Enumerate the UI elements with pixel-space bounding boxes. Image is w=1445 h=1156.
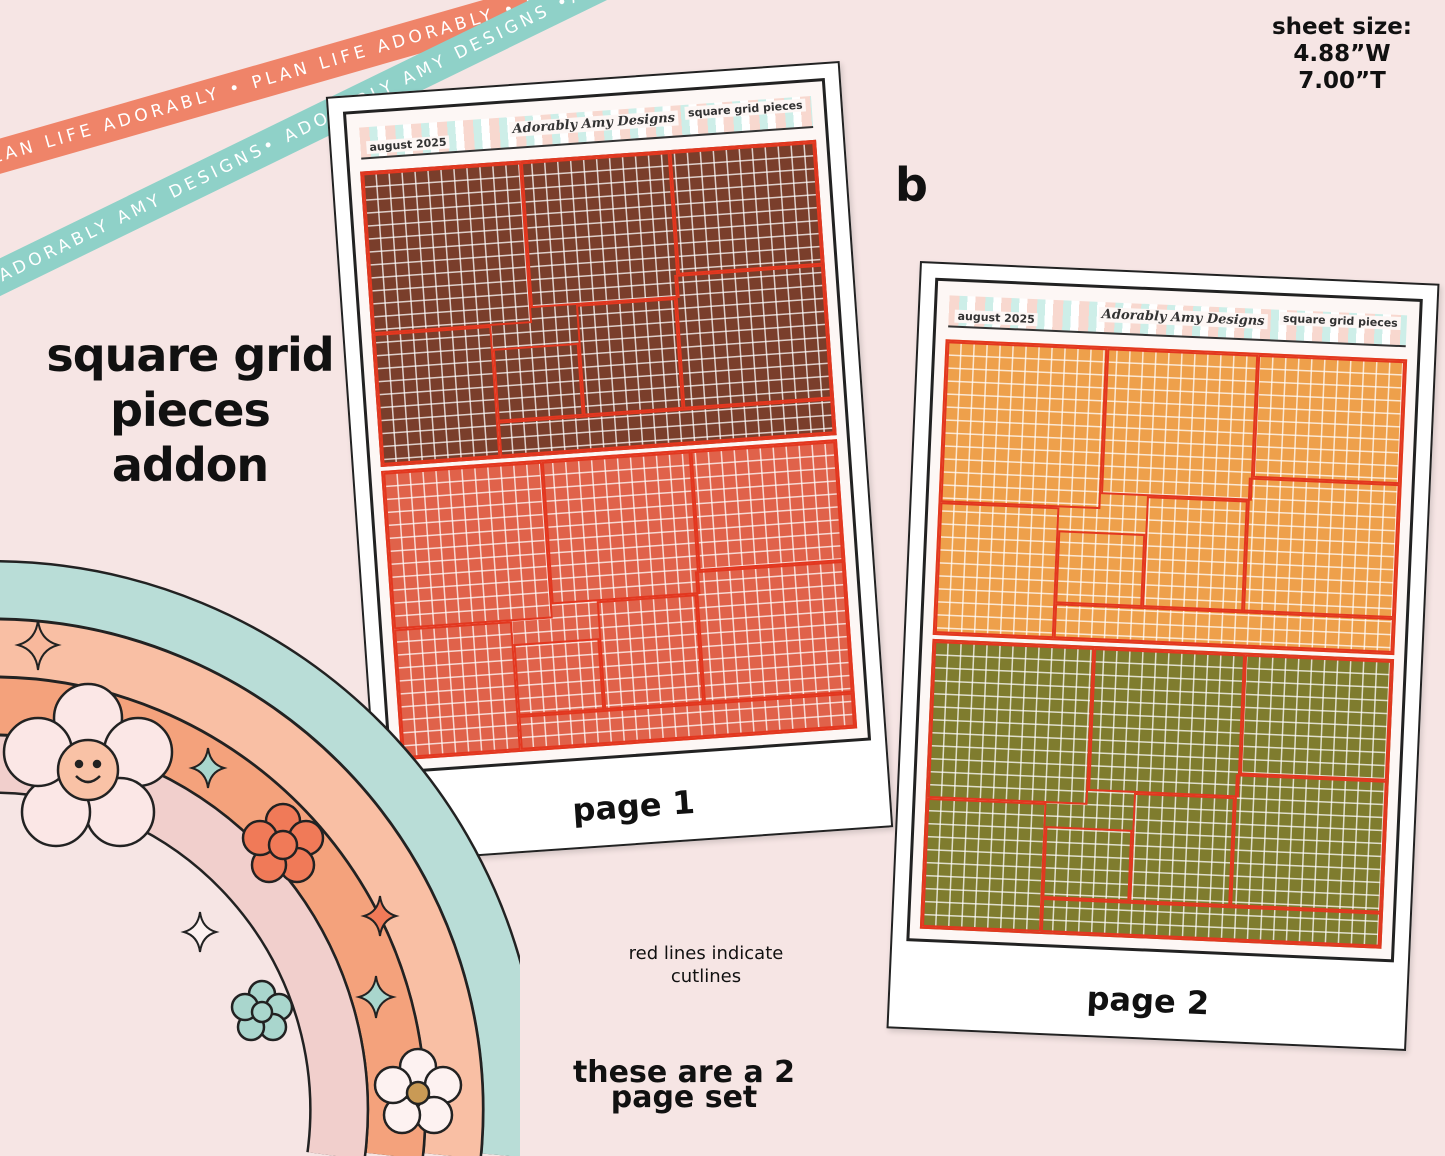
- sheet-page-2-sticker-area: august 2025 Adorably Amy Designs square …: [906, 277, 1423, 963]
- cutline: [1055, 530, 1146, 607]
- title-line-3: addon: [111, 438, 269, 492]
- page-set-note-line-2: page set: [610, 1080, 758, 1115]
- orange-flower-icon: [241, 802, 325, 884]
- sparkle-icons: [14, 619, 400, 1019]
- sparkle-icon: [180, 911, 220, 953]
- header-title: square grid pieces: [1279, 311, 1402, 331]
- sparkle-icon: [14, 619, 62, 671]
- sheet-page-2: august 2025 Adorably Amy Designs square …: [886, 261, 1440, 1051]
- smiley-flower-icon: [2, 682, 174, 848]
- sheet-size-info: sheet size: 4.88”W 7.00”T: [1262, 14, 1422, 95]
- cutline: [513, 638, 605, 716]
- cutline: [669, 141, 823, 275]
- cutline-note-line-1: red lines indicate: [628, 943, 784, 964]
- cutline: [1240, 654, 1392, 781]
- cutline: [694, 561, 853, 703]
- cutline: [520, 152, 680, 309]
- teal-flower-icon: [230, 979, 294, 1042]
- cutline: [1101, 348, 1259, 501]
- cutline: [690, 441, 844, 572]
- cutline: [921, 798, 1047, 932]
- cutline: [673, 264, 833, 409]
- cutline-note-line-2: cutlines: [670, 966, 742, 987]
- cutline: [1253, 354, 1406, 484]
- cutline: [1129, 792, 1235, 906]
- cutline: [575, 298, 683, 416]
- title-line-2: pieces: [110, 383, 271, 437]
- sparkle-icon: [360, 895, 400, 937]
- sheet-header: august 2025 Adorably Amy Designs square …: [948, 295, 1408, 348]
- daisy-flower-icon: [373, 1047, 463, 1135]
- sparkle-icon: [355, 975, 397, 1019]
- sheet-size-width: 4.88”W: [1293, 41, 1391, 67]
- sheet-size-height: 7.00”T: [1298, 68, 1386, 94]
- cutline: [934, 501, 1060, 639]
- header-title: square grid pieces: [684, 98, 807, 120]
- grid-block-orange: [932, 339, 1408, 656]
- rainbow-illustration: [0, 560, 520, 1156]
- cutline-note: red lines indicate cutlines: [596, 942, 816, 988]
- variant-letter: b: [895, 158, 928, 212]
- header-month: august 2025: [954, 309, 1039, 327]
- cutline: [1042, 826, 1133, 902]
- page-set-note: these are a 2 page set: [556, 1055, 812, 1115]
- title-line-1: square grid: [46, 328, 334, 382]
- cutline: [1088, 648, 1246, 798]
- cutline: [1230, 774, 1387, 913]
- sparkle-icon: [188, 747, 228, 789]
- cutline: [1242, 477, 1400, 618]
- product-title: square grid pieces addon: [30, 328, 350, 493]
- cutline: [940, 341, 1108, 509]
- sheet-size-label: sheet size:: [1271, 14, 1413, 40]
- header-brand-logo: Adorably Amy Designs: [1098, 306, 1268, 330]
- page-2-caption: page 2: [1085, 979, 1210, 1023]
- cutline: [1142, 496, 1248, 612]
- header-brand-logo: Adorably Amy Designs: [509, 110, 679, 138]
- page-set-note-line-1: these are a 2: [572, 1055, 796, 1090]
- cutline: [927, 641, 1095, 806]
- cutline: [596, 594, 704, 710]
- cutline: [541, 451, 701, 605]
- grid-block-olive: [919, 638, 1395, 949]
